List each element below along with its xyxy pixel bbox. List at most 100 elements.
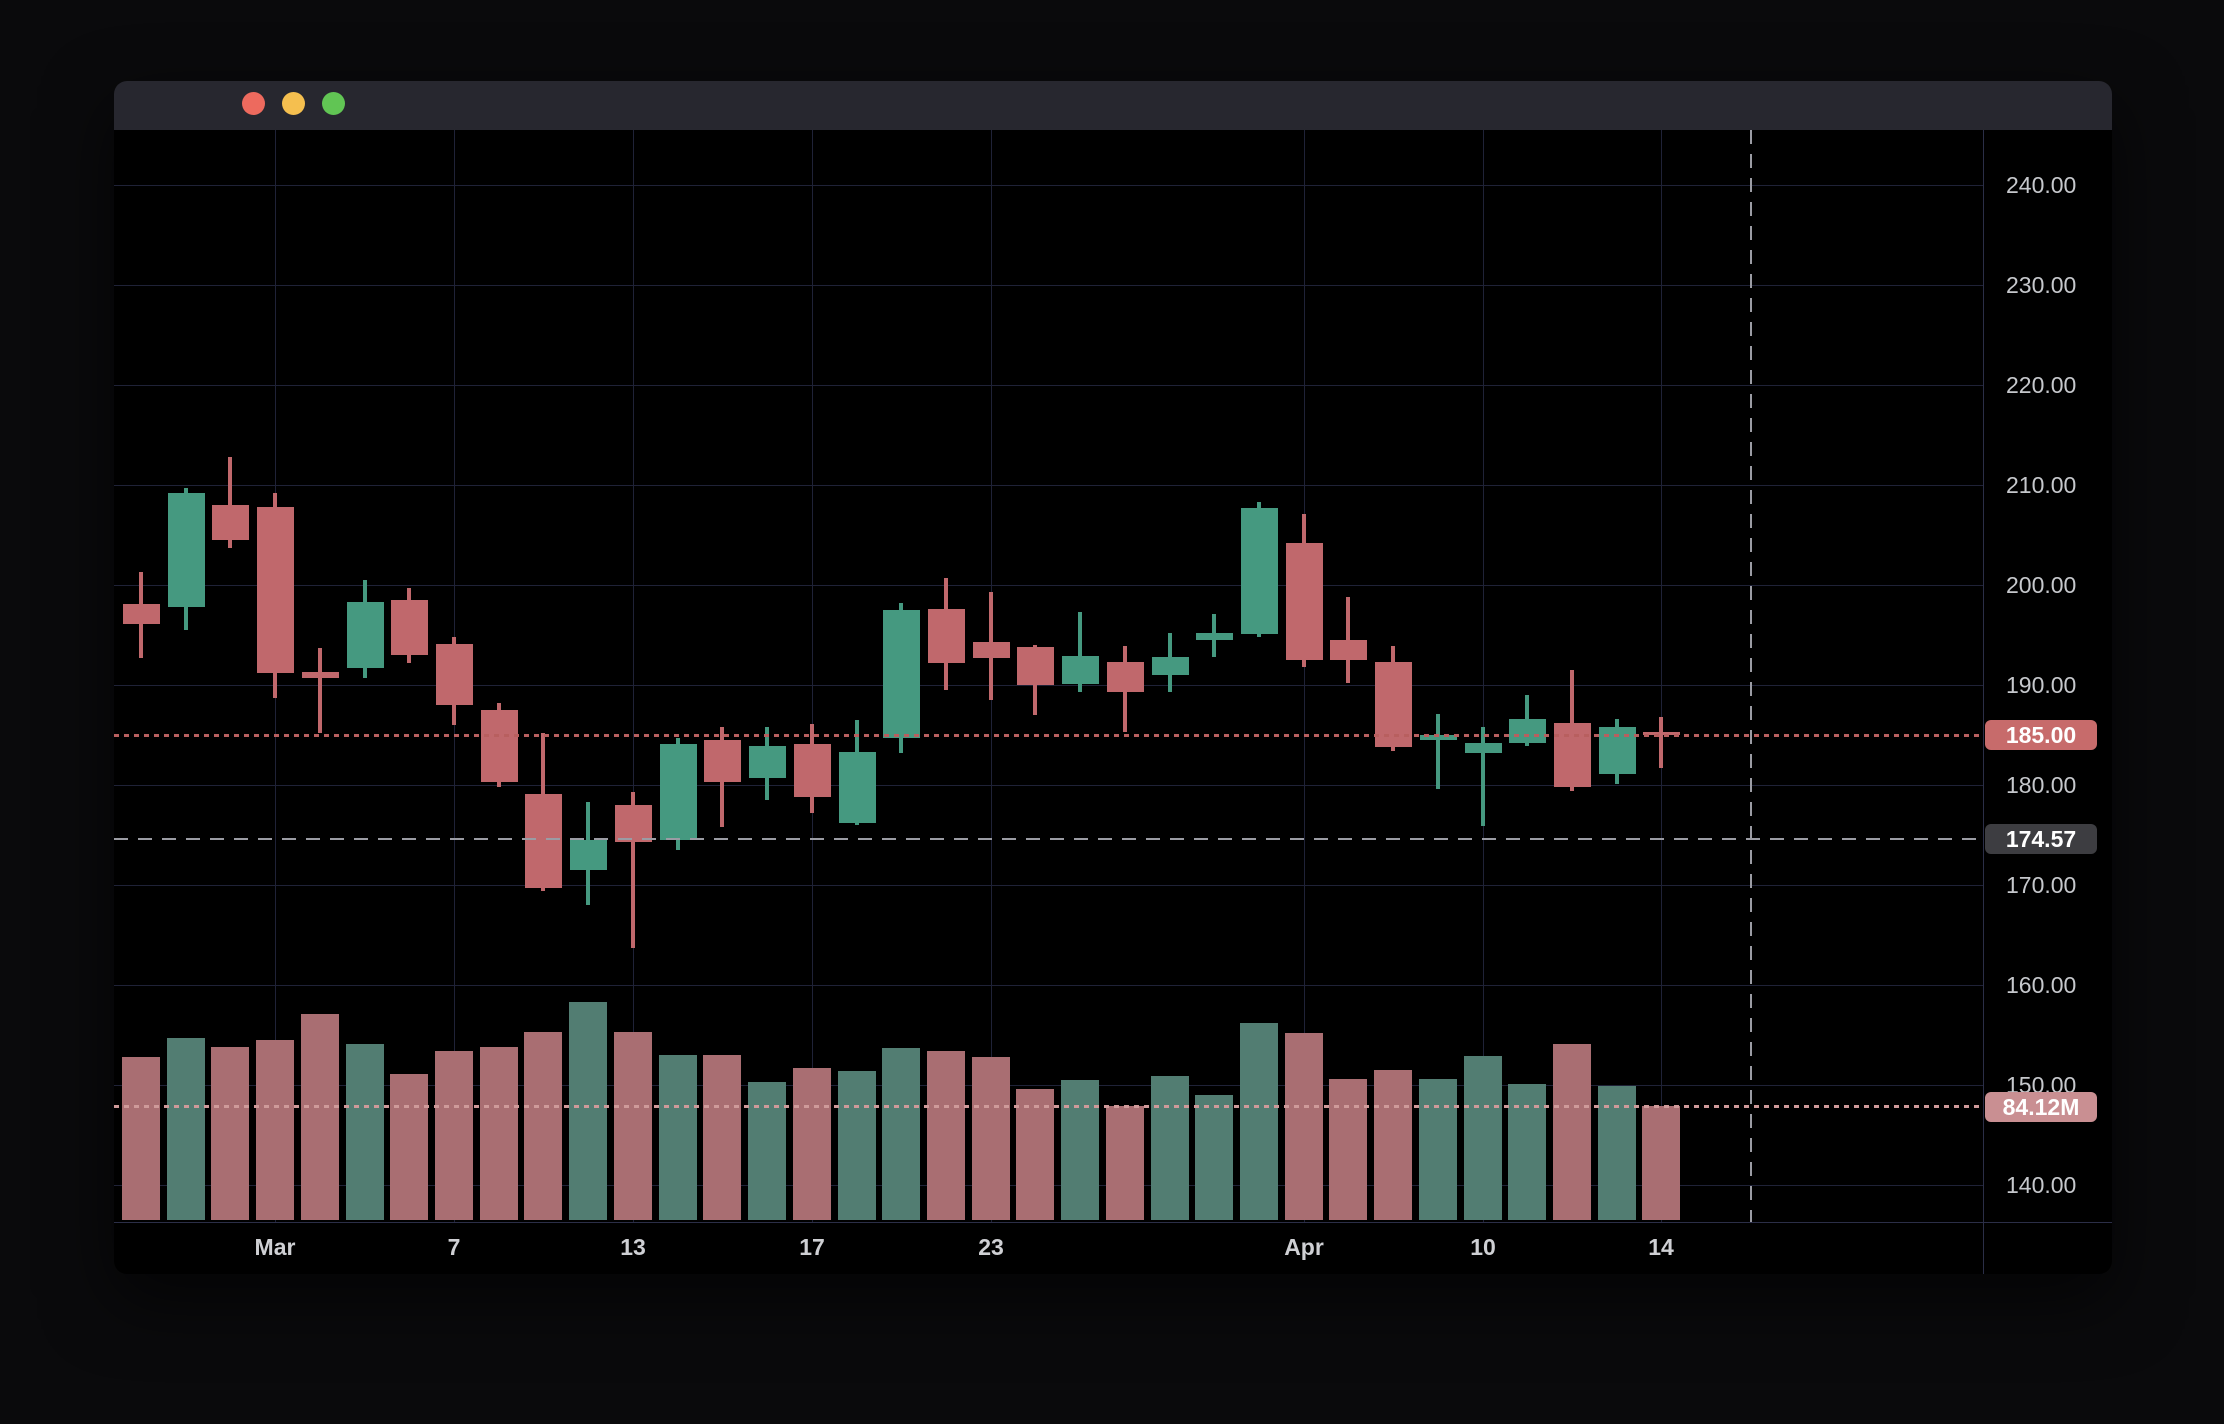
candle-body [1465, 743, 1502, 753]
candle-body [391, 600, 428, 655]
price-tick-label: 210.00 [2006, 472, 2077, 498]
candle-body [1286, 543, 1323, 660]
last-volume-badge: 84.12M [1985, 1092, 2097, 1122]
candle-wick [1659, 717, 1663, 768]
volume-bar [390, 1074, 428, 1220]
volume-bar [1240, 1023, 1278, 1220]
volume-bar [122, 1057, 160, 1220]
candle-body [212, 505, 249, 540]
candle-body [615, 805, 652, 842]
candle-body [481, 710, 518, 782]
candlestick-chart-surface[interactable]: 240.00 230.00 220.00 210.00 200.00 190.00 180.… [114, 81, 2112, 1274]
time-tick-label: 14 [1648, 1234, 1674, 1260]
last-price-line [114, 734, 1983, 737]
volume-bar [1195, 1095, 1233, 1220]
candle-body [525, 794, 562, 888]
volume-bar [1329, 1079, 1367, 1220]
volume-bar [1016, 1089, 1054, 1220]
volume-bar [569, 1002, 607, 1220]
candle-body [123, 604, 160, 624]
price-tick-label: 140.00 [2006, 1172, 2077, 1198]
volume-bar [1285, 1033, 1323, 1220]
candle-body [973, 642, 1010, 658]
volume-bar [1642, 1106, 1680, 1220]
time-gridline [1303, 130, 1305, 1222]
close-window-button[interactable] [242, 92, 265, 115]
candle-body [168, 493, 205, 607]
window-titlebar[interactable] [114, 81, 2112, 130]
volume-bar [972, 1057, 1010, 1220]
price-gridline [114, 784, 1983, 786]
candle-wick [631, 792, 635, 948]
volume-bar [748, 1082, 786, 1220]
volume-bar [838, 1071, 876, 1220]
candle-body [883, 610, 920, 738]
chart-app-window: 240.00 230.00 220.00 210.00 200.00 190.00 180.… [114, 81, 2112, 1274]
candle-wick [318, 648, 322, 733]
candle-body [1643, 732, 1680, 735]
candle-body [257, 507, 294, 673]
candle-body [436, 644, 473, 705]
volume-bar [1151, 1076, 1189, 1220]
volume-bar [346, 1044, 384, 1220]
candle-body [1330, 640, 1367, 660]
candle-body [347, 602, 384, 668]
candle-body [302, 672, 339, 678]
candle-wick [1078, 612, 1082, 692]
volume-bar [1598, 1086, 1636, 1220]
volume-bar [882, 1048, 920, 1220]
price-axis-separator [1983, 130, 1984, 1274]
candle-body [1017, 647, 1054, 685]
price-gridline [114, 984, 1983, 986]
candle-wick [1436, 714, 1440, 789]
volume-level-line [114, 1105, 1983, 1108]
time-tick-label: 7 [447, 1234, 461, 1260]
time-tick-label: Apr [1284, 1234, 1324, 1260]
crosshair-price-badge: 174.57 [1985, 824, 2097, 854]
candle-body [1062, 656, 1099, 684]
price-gridline [114, 384, 1983, 386]
candle-body [660, 744, 697, 840]
price-gridline [114, 484, 1983, 486]
time-tick-label: Mar [254, 1234, 296, 1260]
candle-wick [1481, 727, 1485, 826]
price-tick-label: 240.00 [2006, 172, 2077, 198]
candle-body [928, 609, 965, 663]
volume-bar [1106, 1106, 1144, 1220]
time-tick-label: 23 [978, 1234, 1004, 1260]
volume-bar [256, 1040, 294, 1220]
candle-body [1241, 508, 1278, 634]
volume-bar [703, 1055, 741, 1220]
price-gridline [114, 884, 1983, 886]
time-tick-label: 10 [1470, 1234, 1496, 1260]
candle-body [839, 752, 876, 823]
candle-body [1152, 657, 1189, 675]
time-gridline [1660, 130, 1662, 1222]
volume-bar [1419, 1079, 1457, 1220]
candle-body [1107, 662, 1144, 692]
volume-bar [211, 1047, 249, 1220]
candle-body [1196, 633, 1233, 640]
volume-bar [1374, 1070, 1412, 1220]
candle-wick [228, 457, 232, 548]
candle-body [1509, 719, 1546, 743]
candle-body [1420, 735, 1457, 740]
volume-bar [1464, 1056, 1502, 1220]
candle-body [1375, 662, 1412, 747]
time-axis-separator [114, 1222, 2112, 1223]
crosshair-vertical-line [1750, 130, 1752, 1222]
volume-bar [1061, 1080, 1099, 1220]
zoom-window-button[interactable] [322, 92, 345, 115]
candle-body [749, 746, 786, 778]
volume-bar [435, 1051, 473, 1220]
minimize-window-button[interactable] [282, 92, 305, 115]
time-gridline [1482, 130, 1484, 1222]
price-tick-label: 190.00 [2006, 672, 2077, 698]
volume-bar [793, 1068, 831, 1220]
crosshair-horizontal-line [114, 838, 1983, 840]
price-tick-label: 170.00 [2006, 872, 2077, 898]
candle-body [570, 840, 607, 870]
price-gridline [114, 284, 1983, 286]
volume-bar [480, 1047, 518, 1220]
